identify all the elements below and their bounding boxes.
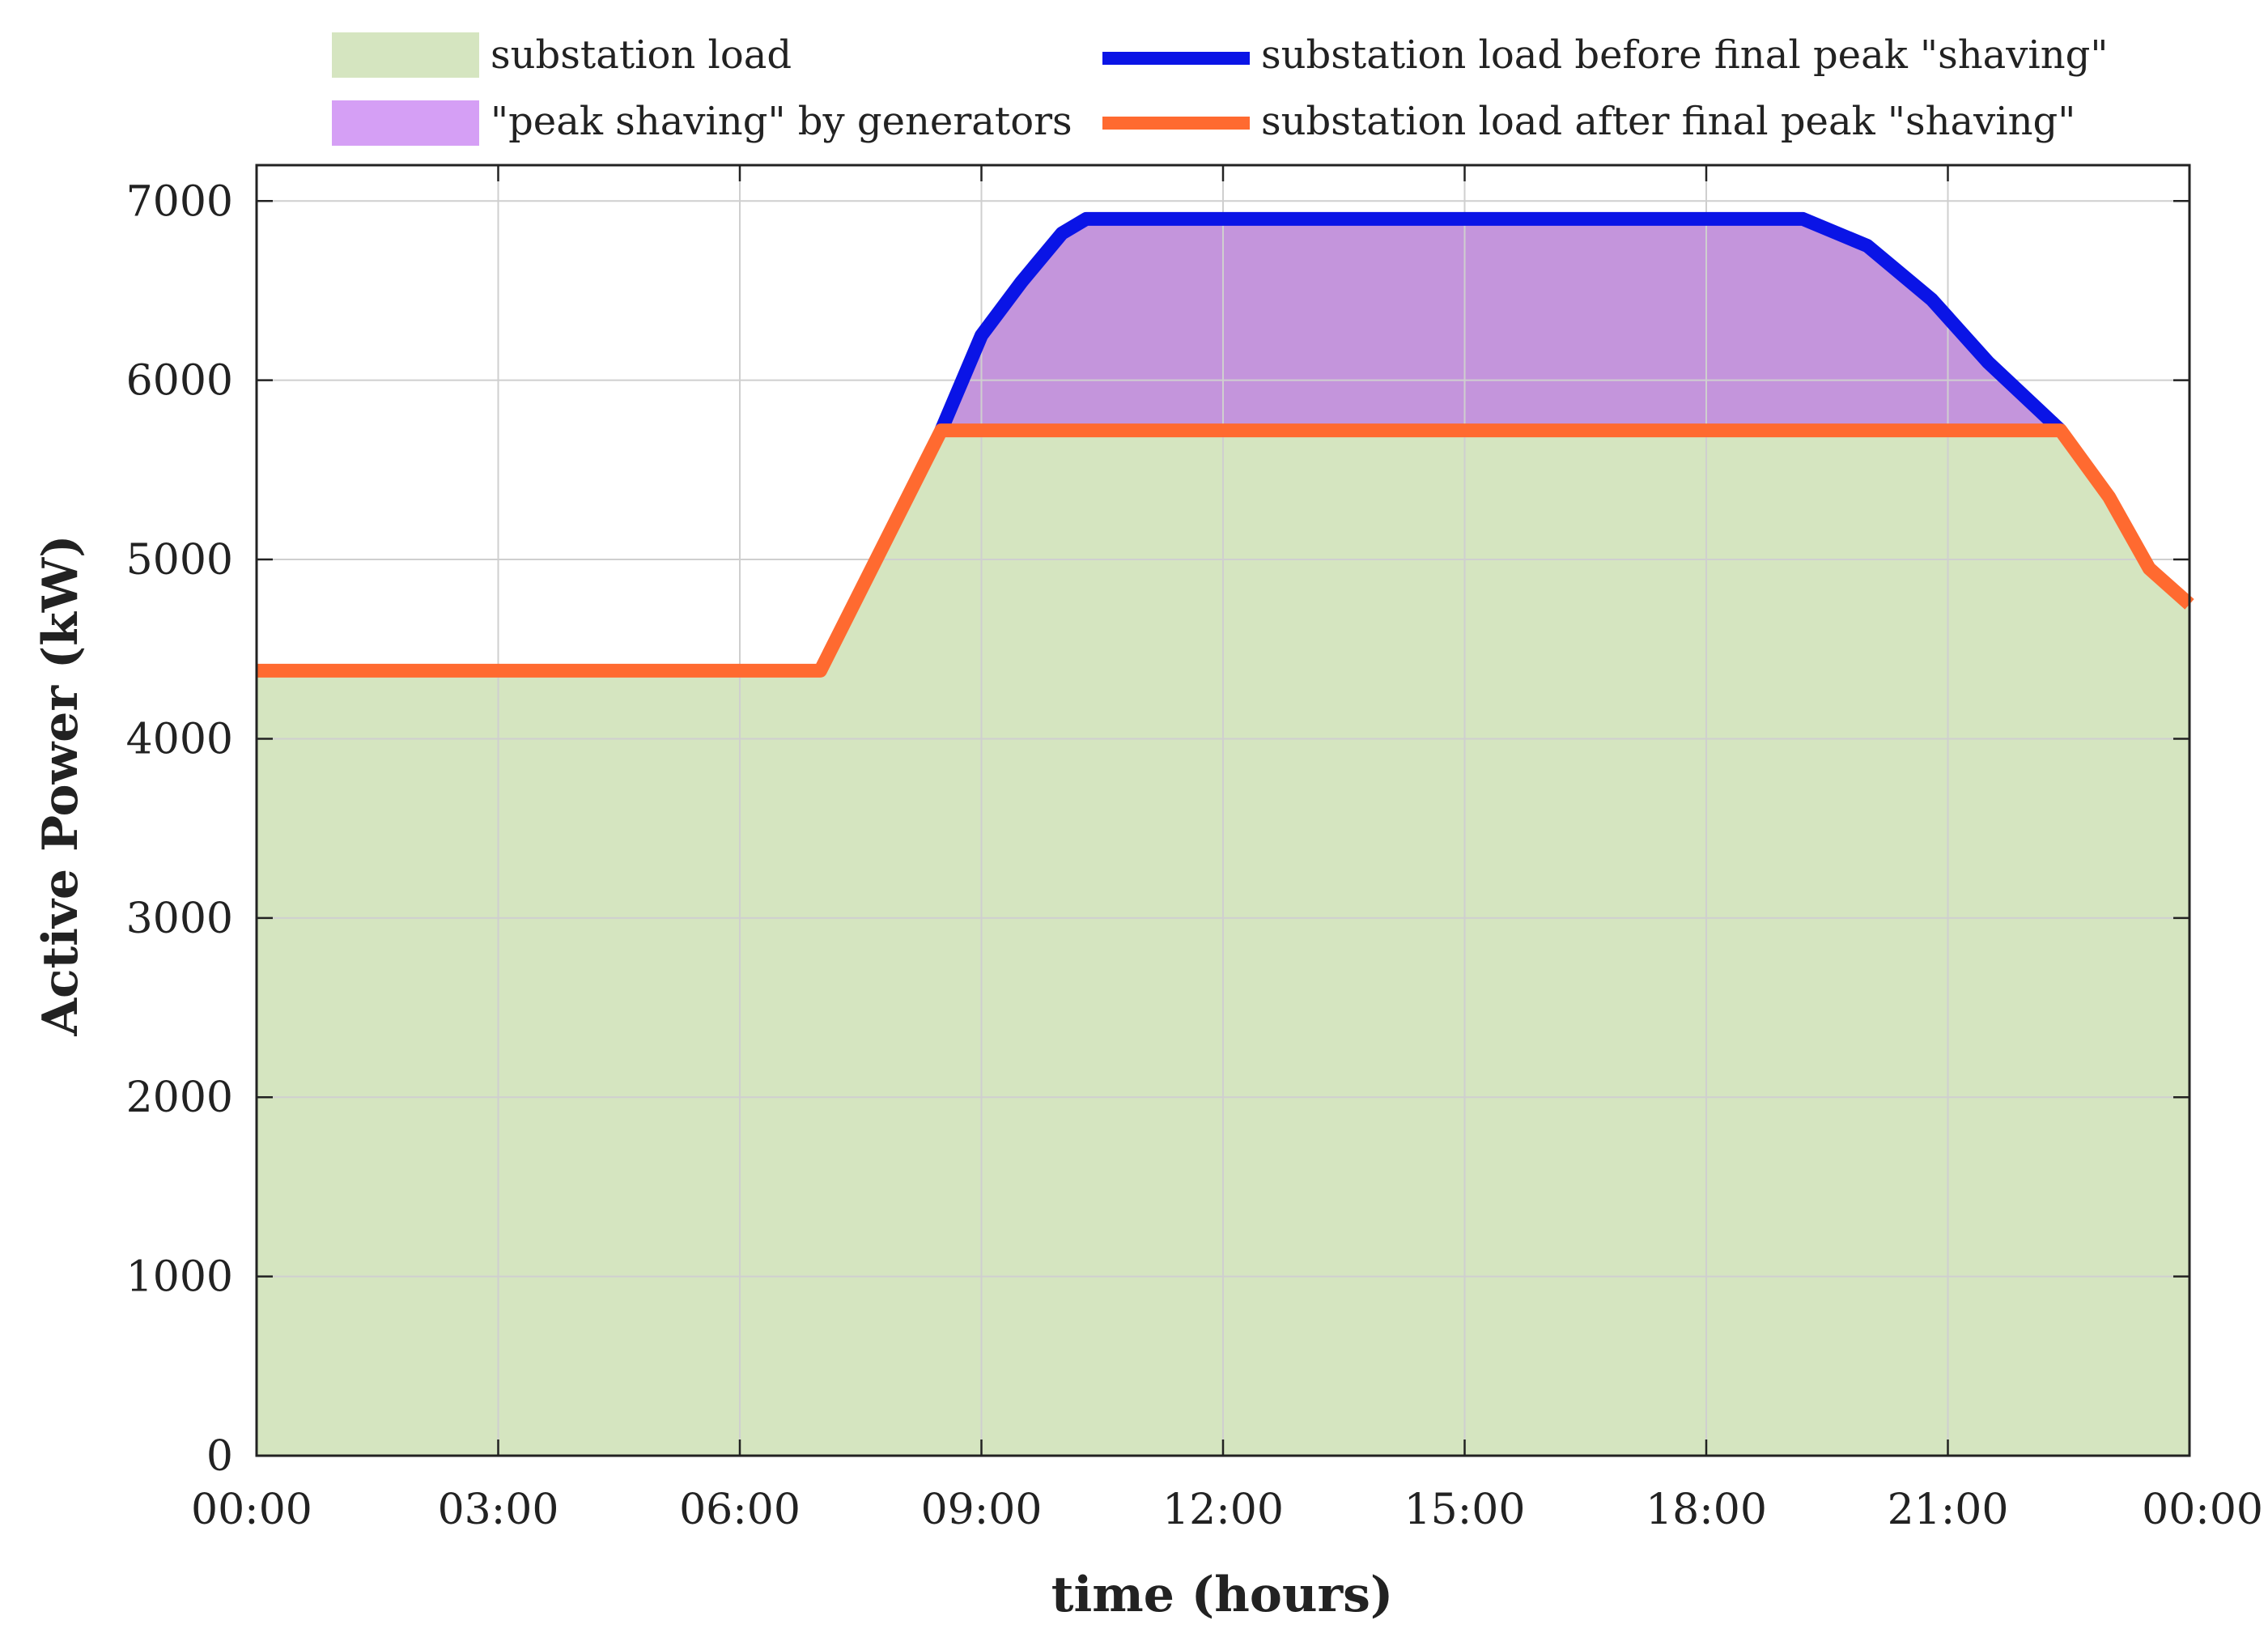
line-layer [257,211,2194,678]
x-tick-label-2: 06:00 [679,1486,801,1534]
x-tick-label-7: 21:00 [1888,1486,2009,1534]
x-tick-label-4: 12:00 [1162,1486,1284,1534]
line-before-shaving [934,211,2066,436]
legend-label-before-shaving: substation load before final peak "shavi… [1261,32,2108,78]
legend-swatch-peak-shaving [332,100,479,146]
line-after-shaving [257,423,2194,678]
y-axis-title: Active Power (kW) [32,534,89,1036]
y-tick-label-4: 4000 [126,715,233,763]
x-tick-label-0: 00:00 [191,1486,312,1534]
legend-swatch-substation-load [332,32,479,78]
x-tick-label-3: 09:00 [921,1486,1043,1534]
y-tick-label-1: 1000 [126,1253,233,1302]
legend-label-after-shaving: substation load after final peak "shavin… [1261,99,2075,144]
x-tick-label-8: 00:00 [2142,1486,2263,1534]
x-tick-labels: 00:00 03:00 06:00 09:00 12:00 15:00 18:00 21:00… [191,1486,2263,1534]
y-tick-label-7: 7000 [126,177,233,226]
x-tick-label-1: 03:00 [438,1486,559,1534]
area-peak-shaving [941,219,2061,431]
legend: substation load "peak shaving" by genera… [332,32,2108,146]
plot-area: 00:00 03:00 06:00 09:00 12:00 15:00 18:00 21:00… [126,164,2263,1534]
y-tick-label-2: 2000 [126,1074,233,1122]
plot-frame [255,164,2191,1457]
x-tick-label-5: 15:00 [1404,1486,1526,1534]
legend-label-peak-shaving: "peak shaving" by generators [491,99,1072,144]
y-tick-label-3: 3000 [126,895,233,943]
y-tick-label-0: 0 [206,1432,233,1481]
y-tick-labels: 0 1000 2000 3000 4000 5000 6000 7000 [126,177,233,1481]
legend-label-substation-load: substation load [491,32,792,78]
y-tick-label-5: 5000 [126,536,233,585]
grid-layer [257,165,2189,1456]
x-tick-label-6: 18:00 [1646,1486,1767,1534]
x-axis-title: time (hours) [1051,1567,1394,1623]
y-tick-label-6: 6000 [126,357,233,406]
